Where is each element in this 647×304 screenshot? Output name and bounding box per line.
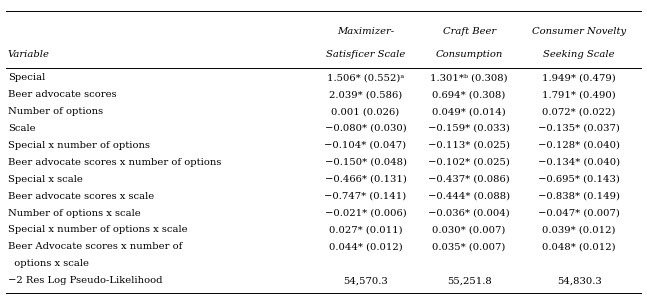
Text: Beer advocate scores x number of options: Beer advocate scores x number of options xyxy=(8,158,221,167)
Text: Beer Advocate scores x number of: Beer Advocate scores x number of xyxy=(8,242,182,251)
Text: 54,830.3: 54,830.3 xyxy=(556,276,602,285)
Text: Variable: Variable xyxy=(8,50,50,59)
Text: −0.159* (0.033): −0.159* (0.033) xyxy=(428,124,510,133)
Text: −0.036* (0.004): −0.036* (0.004) xyxy=(428,209,510,218)
Text: 1.949* (0.479): 1.949* (0.479) xyxy=(542,73,616,82)
Text: 0.048* (0.012): 0.048* (0.012) xyxy=(542,242,616,251)
Text: Special: Special xyxy=(8,73,45,82)
Text: −0.437* (0.086): −0.437* (0.086) xyxy=(428,175,510,184)
Text: Craft Beer: Craft Beer xyxy=(443,27,496,36)
Text: 0.694* (0.308): 0.694* (0.308) xyxy=(432,90,506,99)
Text: 0.072* (0.022): 0.072* (0.022) xyxy=(542,107,616,116)
Text: 0.027* (0.011): 0.027* (0.011) xyxy=(329,226,402,234)
Text: Consumption: Consumption xyxy=(435,50,503,59)
Text: −2 Res Log Pseudo-Likelihood: −2 Res Log Pseudo-Likelihood xyxy=(8,276,162,285)
Text: Beer advocate scores x scale: Beer advocate scores x scale xyxy=(8,192,154,201)
Text: 1.301*ᵇ (0.308): 1.301*ᵇ (0.308) xyxy=(430,73,508,82)
Text: −0.104* (0.047): −0.104* (0.047) xyxy=(325,141,406,150)
Text: 1.506* (0.552)ᵃ: 1.506* (0.552)ᵃ xyxy=(327,73,404,82)
Text: −0.113* (0.025): −0.113* (0.025) xyxy=(428,141,510,150)
Text: 0.001 (0.026): 0.001 (0.026) xyxy=(331,107,400,116)
Text: −0.135* (0.037): −0.135* (0.037) xyxy=(538,124,620,133)
Text: −0.134* (0.040): −0.134* (0.040) xyxy=(538,158,620,167)
Text: Beer advocate scores: Beer advocate scores xyxy=(8,90,116,99)
Text: −0.747* (0.141): −0.747* (0.141) xyxy=(324,192,407,201)
Text: Seeking Scale: Seeking Scale xyxy=(543,50,615,59)
Text: Consumer Novelty: Consumer Novelty xyxy=(532,27,626,36)
Text: 1.791* (0.490): 1.791* (0.490) xyxy=(542,90,616,99)
Text: 0.049* (0.014): 0.049* (0.014) xyxy=(432,107,506,116)
Text: Special x number of options x scale: Special x number of options x scale xyxy=(8,226,188,234)
Text: 0.039* (0.012): 0.039* (0.012) xyxy=(542,226,616,234)
Text: Satisficer Scale: Satisficer Scale xyxy=(326,50,405,59)
Text: 0.030* (0.007): 0.030* (0.007) xyxy=(432,226,506,234)
Text: −0.080* (0.030): −0.080* (0.030) xyxy=(325,124,406,133)
Text: Scale: Scale xyxy=(8,124,36,133)
Text: −0.466* (0.131): −0.466* (0.131) xyxy=(325,175,406,184)
Text: −0.150* (0.048): −0.150* (0.048) xyxy=(325,158,406,167)
Text: −0.444* (0.088): −0.444* (0.088) xyxy=(428,192,510,201)
Text: −0.838* (0.149): −0.838* (0.149) xyxy=(538,192,620,201)
Text: −0.102* (0.025): −0.102* (0.025) xyxy=(428,158,510,167)
Text: Special x number of options: Special x number of options xyxy=(8,141,149,150)
Text: 0.035* (0.007): 0.035* (0.007) xyxy=(432,242,506,251)
Text: 0.044* (0.012): 0.044* (0.012) xyxy=(329,242,402,251)
Text: Maximizer-: Maximizer- xyxy=(337,27,394,36)
Text: 54,570.3: 54,570.3 xyxy=(343,276,388,285)
Text: −0.695* (0.143): −0.695* (0.143) xyxy=(538,175,620,184)
Text: −0.021* (0.006): −0.021* (0.006) xyxy=(325,209,406,218)
Text: Special x scale: Special x scale xyxy=(8,175,83,184)
Text: 55,251.8: 55,251.8 xyxy=(446,276,492,285)
Text: Number of options x scale: Number of options x scale xyxy=(8,209,140,218)
Text: Number of options: Number of options xyxy=(8,107,103,116)
Text: options x scale: options x scale xyxy=(8,259,89,268)
Text: −0.128* (0.040): −0.128* (0.040) xyxy=(538,141,620,150)
Text: −0.047* (0.007): −0.047* (0.007) xyxy=(538,209,620,218)
Text: 2.039* (0.586): 2.039* (0.586) xyxy=(329,90,402,99)
